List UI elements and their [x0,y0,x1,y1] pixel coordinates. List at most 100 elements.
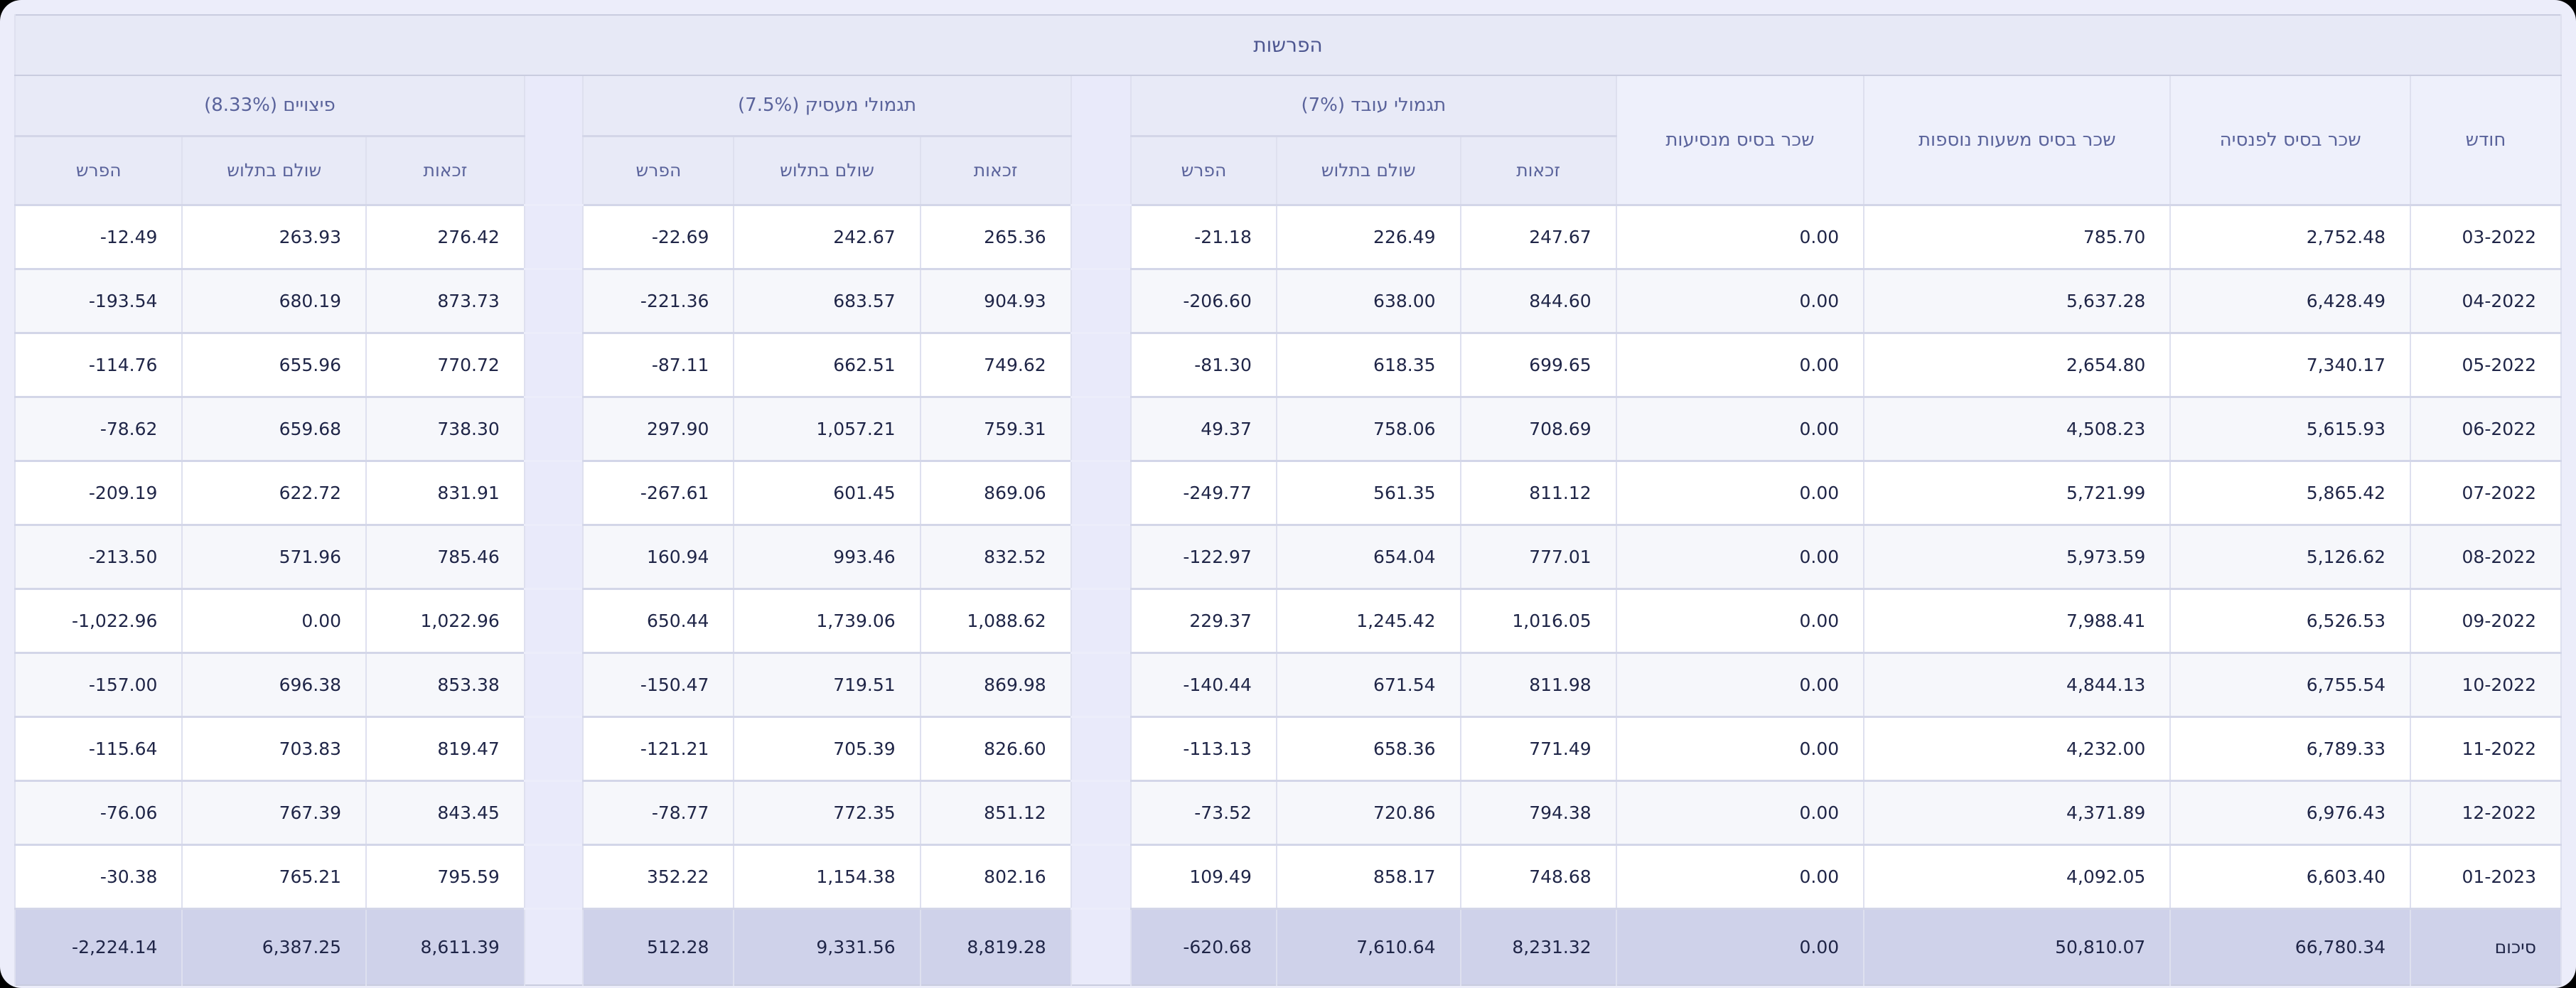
severance-diff-cell: -213.50 [14,525,183,590]
pension-base-cell: 7,340.17 [2169,333,2412,398]
severance-paid-cell: 622.72 [181,461,367,526]
severance-diff-cell: -78.62 [14,397,183,462]
severance-diff-cell: -209.19 [14,461,183,526]
employee-entitlement-cell: 811.12 [1459,461,1617,526]
employee-diff-cell: -122.97 [1130,525,1277,590]
employee-diff-cell: -620.68 [1130,908,1277,985]
employer-diff-cell: -78.77 [582,780,735,846]
employer-diff-cell: 650.44 [582,589,735,654]
sub-header-severance-entitlement: זכאות [365,136,525,206]
month-cell: 09-2022 [2410,589,2562,654]
employer-entitlement-cell: 904.93 [919,269,1072,334]
pension-base-cell: 2,752.48 [2169,205,2412,270]
overtime-base-cell: 7,988.41 [1863,589,2172,654]
employer-paid-cell: 601.45 [733,461,921,526]
table-row: 08-2022 5,126.62 5,973.59 0.00 777.01 65… [14,525,2562,590]
severance-paid-cell: 655.96 [181,333,367,398]
employee-entitlement-cell: 748.68 [1459,844,1617,910]
spacer-column [523,75,584,205]
severance-entitlement-cell: 853.38 [365,653,525,718]
employer-entitlement-cell: 851.12 [919,780,1072,846]
severance-entitlement-cell: 843.45 [365,780,525,846]
sub-header-employer-paid: שולם בתלוש [733,136,921,206]
month-cell: 05-2022 [2410,333,2562,398]
employee-entitlement-cell: 844.60 [1459,269,1617,334]
travel-base-cell: 0.00 [1615,716,1865,782]
employer-paid-cell: 1,154.38 [733,844,921,910]
employer-diff-cell: 297.90 [582,397,735,462]
employer-diff-cell: -150.47 [582,653,735,718]
employee-paid-cell: 638.00 [1275,269,1461,334]
spacer-column [1070,205,1132,269]
employee-diff-cell: -249.77 [1130,461,1277,526]
employer-diff-cell: -121.21 [582,716,735,782]
employee-paid-cell: 858.17 [1275,844,1461,910]
employee-diff-cell: -81.30 [1130,333,1277,398]
employee-entitlement-cell: 247.67 [1459,205,1617,270]
group-header-row: חודש שכר בסיס לפנסיה שכר בסיס משעות נוספ… [14,75,2562,206]
employee-entitlement-cell: 1,016.05 [1459,589,1617,654]
spacer-column [1070,525,1132,589]
spacer-column [523,461,584,525]
month-cell: 04-2022 [2410,269,2562,334]
severance-paid-cell: 767.39 [181,780,367,846]
travel-base-cell: 0.00 [1615,653,1865,718]
column-header-travel-base: שכר בסיס מנסיעות [1615,75,1865,206]
employer-diff-cell: 352.22 [582,844,735,910]
severance-paid-cell: 765.21 [181,844,367,910]
travel-base-cell: 0.00 [1615,205,1865,270]
employee-paid-cell: 1,245.42 [1275,589,1461,654]
month-cell: 10-2022 [2410,653,2562,718]
pension-base-cell: 5,126.62 [2169,525,2412,590]
severance-diff-cell: -115.64 [14,716,183,782]
table-row: 11-2022 6,789.33 4,232.00 0.00 771.49 65… [14,716,2562,782]
employee-paid-cell: 720.86 [1275,780,1461,846]
severance-paid-cell: 0.00 [181,589,367,654]
travel-base-cell: 0.00 [1615,589,1865,654]
spacer-column [1070,716,1132,780]
employer-paid-cell: 1,057.21 [733,397,921,462]
total-row: סיכום 66,780.34 50,810.07 0.00 8,231.32 … [14,908,2562,985]
spacer-column [523,653,584,716]
travel-base-cell: 0.00 [1615,397,1865,462]
spacer-column [1070,75,1132,205]
group-header-employee: תגמולי עובד (7%) [1130,75,1617,137]
severance-diff-cell: -30.38 [14,844,183,910]
spacer-column [1070,461,1132,525]
severance-paid-cell: 571.96 [181,525,367,590]
sub-header-employee-entitlement: זכאות [1459,136,1617,206]
column-header-overtime-base: שכר בסיס משעות נוספות [1863,75,2172,206]
employee-diff-cell: -21.18 [1130,205,1277,270]
employee-diff-cell: -206.60 [1130,269,1277,334]
severance-paid-cell: 659.68 [181,397,367,462]
table-body: 03-2022 2,752.48 785.70 0.00 247.67 226.… [14,205,2562,985]
table-row: 10-2022 6,755.54 4,844.13 0.00 811.98 67… [14,653,2562,718]
severance-paid-cell: 703.83 [181,716,367,782]
employee-paid-cell: 226.49 [1275,205,1461,270]
employee-diff-cell: -140.44 [1130,653,1277,718]
employee-entitlement-cell: 777.01 [1459,525,1617,590]
employer-entitlement-cell: 826.60 [919,716,1072,782]
pension-base-cell: 6,755.54 [2169,653,2412,718]
employee-entitlement-cell: 811.98 [1459,653,1617,718]
month-cell: 12-2022 [2410,780,2562,846]
month-cell: סיכום [2410,908,2562,985]
sub-header-employee-diff: הפרש [1130,136,1277,206]
employer-entitlement-cell: 869.06 [919,461,1072,526]
spacer-column [523,589,584,653]
spacer-column [523,269,584,333]
spacer-column [523,397,584,461]
contributions-table: הפרשות חודש שכר בסיס לפנסיה שכר בסיס משע… [14,14,2562,986]
table-row: 05-2022 7,340.17 2,654.80 0.00 699.65 61… [14,333,2562,398]
spacer-column [523,205,584,269]
severance-entitlement-cell: 738.30 [365,397,525,462]
spacer-column [1070,333,1132,397]
group-header-severance: פיצויים (8.33%) [14,75,525,137]
month-cell: 08-2022 [2410,525,2562,590]
severance-diff-cell: -157.00 [14,653,183,718]
month-cell: 03-2022 [2410,205,2562,270]
severance-diff-cell: -2,224.14 [14,908,183,985]
spacer-column [1070,397,1132,461]
table-row: 12-2022 6,976.43 4,371.89 0.00 794.38 72… [14,780,2562,846]
